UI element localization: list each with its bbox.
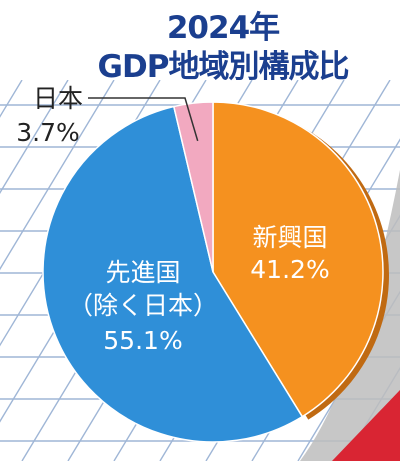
chart-title: 2024年 (167, 10, 280, 46)
grid-line-diagonal (0, 80, 69, 461)
slice-label-emerging: 新興国 (252, 223, 327, 252)
slice-value-developed: 55.1% (103, 326, 182, 355)
slice-label-developed-note: （除く日本） (68, 291, 218, 320)
japan-leader-line (88, 97, 199, 142)
pie-slice-emerging (212, 101, 384, 418)
accent-corner (332, 390, 400, 461)
grid-line-diagonal (0, 80, 115, 461)
chart-subtitle: GDP地域別構成比 (98, 49, 349, 85)
pie-slice-japan (172, 101, 214, 273)
pie-group (42, 101, 390, 443)
background-shadow-band (300, 170, 400, 461)
pie-slice-developed (42, 105, 304, 443)
slice-label-developed: 先進国 (105, 258, 180, 287)
slice-value-emerging: 41.2% (250, 255, 329, 284)
slice-value-japan: 3.7% (16, 118, 80, 147)
slice-label-japan: 日本 (33, 84, 83, 113)
